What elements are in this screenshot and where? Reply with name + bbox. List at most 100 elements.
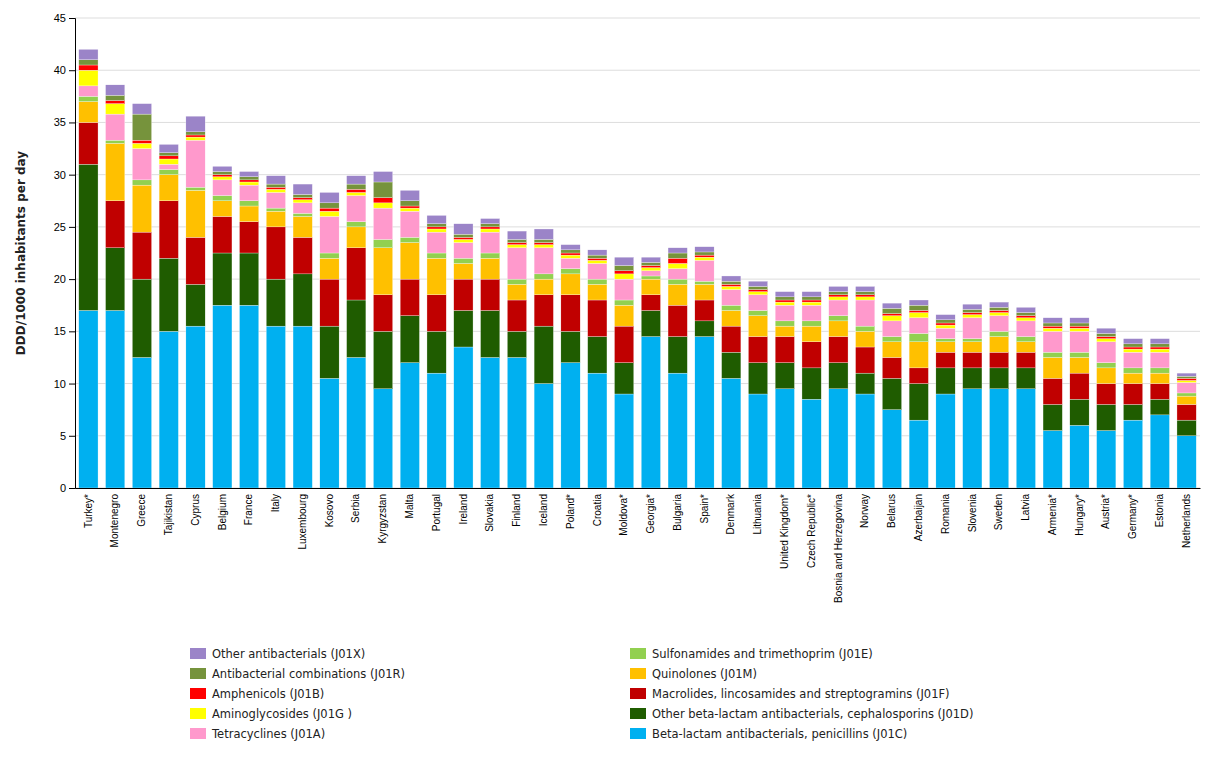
tick-label: 40 bbox=[54, 64, 66, 76]
tick-label: Croatia bbox=[592, 494, 603, 527]
bar bbox=[856, 286, 875, 291]
tick: Slovakia bbox=[484, 494, 495, 532]
bar bbox=[481, 219, 500, 224]
bar bbox=[614, 274, 633, 279]
tick-label: Kosovo bbox=[324, 494, 335, 528]
bar bbox=[239, 180, 258, 182]
bar bbox=[1043, 352, 1062, 357]
bar bbox=[79, 102, 98, 123]
bar bbox=[1070, 323, 1089, 326]
bar bbox=[882, 357, 901, 378]
bar bbox=[1043, 431, 1062, 488]
tick-label: 35 bbox=[54, 116, 66, 128]
bar bbox=[266, 176, 285, 184]
tick: 25 bbox=[54, 221, 75, 233]
bar bbox=[320, 279, 339, 326]
bar bbox=[748, 310, 767, 315]
tick: Cyprus bbox=[190, 494, 201, 526]
bar bbox=[588, 260, 607, 263]
bar bbox=[561, 255, 580, 258]
tick: 35 bbox=[54, 116, 75, 128]
tick-mark bbox=[69, 227, 75, 228]
legend-item: Quinolones (J01M) bbox=[630, 667, 757, 681]
tick: Turkey* bbox=[83, 494, 94, 528]
bar bbox=[668, 337, 687, 374]
tick-label: Slovakia bbox=[484, 494, 495, 532]
bar bbox=[186, 190, 205, 237]
bar bbox=[239, 253, 258, 305]
bar bbox=[320, 378, 339, 488]
bar bbox=[668, 284, 687, 305]
bar bbox=[106, 104, 125, 114]
bar bbox=[132, 104, 151, 114]
tick-label: Slovenia bbox=[967, 494, 978, 533]
plot: 051015202530354045Turkey*MontenegroGreec… bbox=[14, 12, 1201, 603]
bar bbox=[400, 363, 419, 488]
bar bbox=[856, 297, 875, 300]
bar bbox=[266, 208, 285, 211]
bar bbox=[534, 245, 553, 248]
bar bbox=[239, 177, 258, 180]
legend-swatch bbox=[190, 708, 206, 719]
bar bbox=[722, 290, 741, 306]
tick: Spain* bbox=[699, 494, 710, 524]
bar bbox=[1016, 313, 1035, 316]
bar bbox=[1177, 436, 1196, 488]
tick-label: Netherlands bbox=[1181, 494, 1192, 548]
tick-mark bbox=[69, 70, 75, 71]
bar bbox=[561, 269, 580, 274]
legend-item: Amphenicols (J01B) bbox=[190, 687, 324, 701]
bar bbox=[373, 331, 392, 388]
tick: 5 bbox=[60, 430, 75, 442]
bar bbox=[722, 378, 741, 488]
bar bbox=[722, 305, 741, 310]
bar bbox=[668, 263, 687, 268]
grid-line bbox=[75, 18, 1200, 19]
bar bbox=[400, 279, 419, 316]
bar bbox=[1123, 384, 1142, 405]
bar bbox=[373, 389, 392, 488]
bar bbox=[695, 281, 714, 284]
tick: 0 bbox=[60, 482, 75, 494]
bar bbox=[239, 222, 258, 253]
bar bbox=[829, 337, 848, 363]
bar bbox=[909, 300, 928, 305]
bar-series bbox=[79, 65, 1197, 380]
bar bbox=[722, 352, 741, 378]
legend-swatch bbox=[190, 668, 206, 679]
tick: 20 bbox=[54, 273, 75, 285]
tick-label: Malta bbox=[404, 494, 415, 519]
bar bbox=[856, 292, 875, 295]
bar bbox=[159, 164, 178, 169]
bar bbox=[106, 101, 125, 104]
bar bbox=[1123, 373, 1142, 383]
bar bbox=[1070, 331, 1089, 352]
bar bbox=[1043, 357, 1062, 378]
bar bbox=[1177, 404, 1196, 420]
tick-label: 10 bbox=[54, 378, 66, 390]
y-axis: 051015202530354045 bbox=[54, 12, 76, 494]
tick: Bosnia and Herzegovina bbox=[833, 494, 844, 603]
bar bbox=[561, 258, 580, 268]
bar bbox=[722, 276, 741, 281]
bar bbox=[775, 292, 794, 297]
tick-label: Belarus bbox=[886, 494, 897, 528]
bar bbox=[1097, 342, 1116, 363]
tick: United Kingdom* bbox=[779, 494, 790, 569]
bar bbox=[534, 243, 553, 245]
bar bbox=[534, 274, 553, 279]
bar bbox=[1097, 363, 1116, 368]
bar bbox=[668, 305, 687, 336]
bar bbox=[266, 227, 285, 279]
bar bbox=[534, 248, 553, 274]
bar bbox=[614, 266, 633, 271]
bar bbox=[1150, 344, 1169, 347]
bar bbox=[936, 342, 955, 352]
bar-series bbox=[79, 60, 1197, 379]
bar bbox=[293, 200, 312, 203]
bar bbox=[239, 206, 258, 222]
tick: Poland* bbox=[565, 494, 576, 529]
bar bbox=[936, 328, 955, 338]
bar bbox=[963, 352, 982, 368]
tick-mark bbox=[69, 331, 75, 332]
